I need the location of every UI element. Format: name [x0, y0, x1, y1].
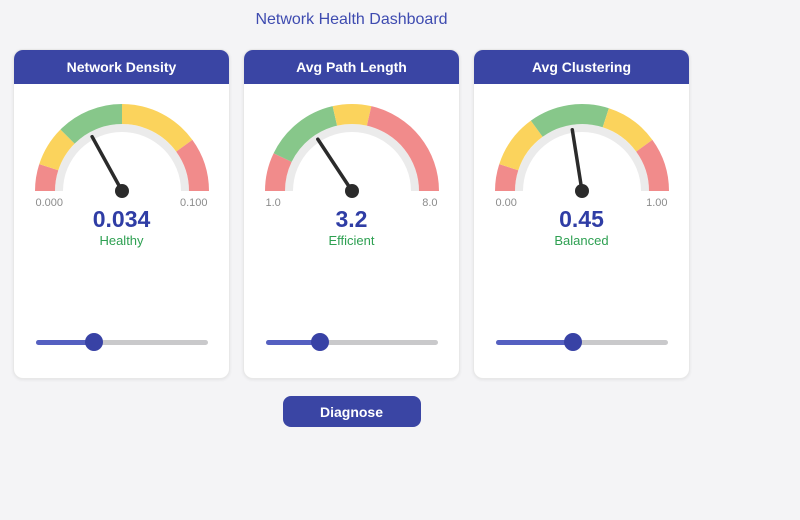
gauge-status-badge: Healthy	[99, 233, 144, 248]
slider-fill	[495, 340, 573, 345]
gauge-segment-red	[175, 139, 209, 191]
gauge-status-badge: Balanced	[554, 233, 609, 248]
gauge-segment-yellow	[602, 108, 652, 152]
gauge-max-label: 0.100	[179, 197, 208, 209]
gauge-segment-red	[494, 164, 518, 191]
gauge-chart	[264, 103, 439, 198]
gauge-card-title: Avg Path Length	[244, 50, 459, 84]
gauge-card: Avg Path Length 1.0 8.0 3.2 Efficient	[243, 49, 460, 379]
gauge-tick-labels: 1.0 8.0	[266, 197, 438, 209]
page-title: Network Health Dashboard	[255, 11, 448, 28]
gauge-segment-yellow	[498, 120, 543, 171]
gauge-value: 0.45	[559, 206, 604, 232]
gauge-segment-yellow	[38, 129, 75, 171]
slider-fill	[35, 340, 94, 345]
gauge-segment-red	[366, 106, 439, 191]
gauge-inner-ring	[514, 124, 649, 191]
gauge-card: Avg Clustering 0.00 1.00 0.45 Balanced	[473, 49, 690, 379]
gauge-tick-labels: 0.00 1.00	[496, 197, 668, 209]
gauge-inner-ring	[54, 124, 189, 191]
diagnose-button[interactable]: Diagnose	[282, 396, 421, 427]
gauge-segment-green	[59, 104, 122, 144]
gauge-segment-red	[635, 139, 669, 191]
gauge-needle	[570, 128, 584, 193]
gauge-needle-pivot	[114, 184, 129, 198]
gauge-value: 0.034	[92, 206, 151, 232]
gauge-value: 3.2	[335, 206, 368, 232]
gauge-status-badge: Efficient	[328, 233, 375, 248]
gauge-slider[interactable]	[495, 333, 668, 351]
gauge-card-title: Network Density	[14, 50, 229, 84]
slider-fill	[265, 340, 320, 345]
gauge-needle	[89, 134, 124, 193]
gauge-tick-labels: 0.000 0.100	[36, 197, 208, 209]
gauge-needle	[315, 137, 354, 193]
gauge-max-label: 8.0	[422, 197, 438, 209]
gauge-cards-row: Network Density 0.000 0.100 0.034 Health…	[13, 49, 690, 379]
slider-track[interactable]	[35, 340, 208, 345]
gauge-slider[interactable]	[35, 333, 208, 351]
gauge-needle-pivot	[344, 184, 359, 198]
gauge-card-title: Avg Clustering	[474, 50, 689, 84]
gauge-chart	[494, 104, 669, 198]
gauge-segment-green	[273, 106, 337, 162]
gauge-min-label: 0.000	[35, 197, 64, 209]
gauge-segment-red	[34, 164, 58, 191]
gauge-min-label: 0.00	[495, 197, 517, 209]
dashboard: Network Health Dashboard Network Density…	[13, 0, 690, 427]
gauge-card: Network Density 0.000 0.100 0.034 Health…	[13, 49, 230, 379]
gauge-max-label: 1.00	[646, 197, 668, 209]
slider-thumb[interactable]	[310, 333, 329, 351]
gauge-min-label: 1.0	[265, 197, 281, 209]
gauge-segment-yellow	[121, 104, 192, 152]
slider-thumb[interactable]	[563, 333, 582, 351]
slider-thumb[interactable]	[84, 333, 103, 351]
gauge-needle-pivot	[574, 184, 589, 198]
gauge-slider[interactable]	[265, 333, 438, 351]
gauge-segment-red	[264, 153, 292, 191]
gauge-chart	[34, 104, 209, 198]
gauge-segment-yellow	[332, 103, 371, 126]
slider-track[interactable]	[265, 340, 438, 345]
gauge-segment-green	[530, 104, 609, 137]
